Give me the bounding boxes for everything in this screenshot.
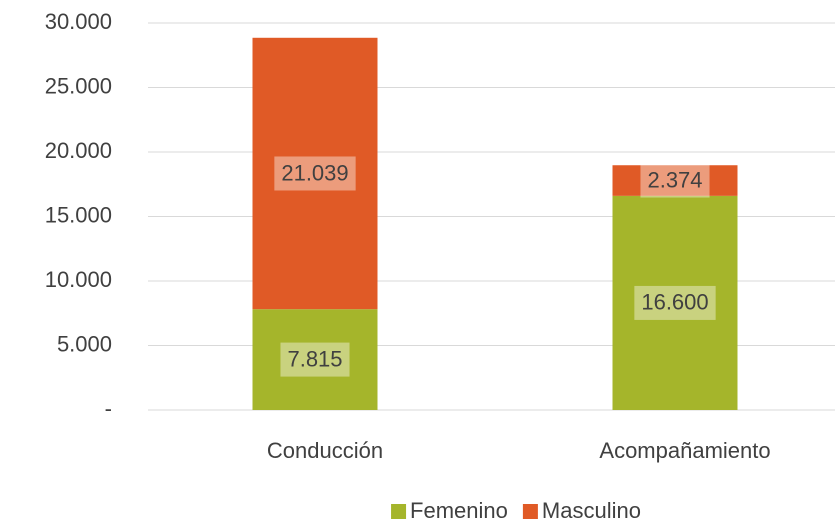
data-label: 21.039 [281,160,348,185]
x-tick-label: Conducción [267,438,383,463]
y-tick-label: - [105,396,112,421]
legend-swatch [391,504,407,519]
legend-label: Femenino [410,498,508,523]
data-label: 2.374 [647,167,702,192]
data-label-box [640,163,710,198]
legend-swatch [522,504,538,519]
y-tick-label: 20.000 [45,138,112,163]
bar-segment [612,195,738,410]
y-tick-label: 10.000 [45,267,112,292]
data-label: 16.600 [641,290,708,315]
bar-segment [612,165,738,196]
legend-label: Masculino [542,498,641,523]
x-tick-label: Acompañamiento [599,438,770,463]
y-tick-label: 5.000 [57,331,112,356]
data-label: 7.815 [287,346,342,371]
data-label-box [274,156,356,191]
bar-segment [252,309,378,410]
y-tick-label: 30.000 [45,9,112,34]
bar-segment [252,37,378,310]
y-tick-label: 15.000 [45,202,112,227]
data-label-box [280,342,350,377]
y-tick-label: 25.000 [45,73,112,98]
data-label-box [634,285,716,320]
